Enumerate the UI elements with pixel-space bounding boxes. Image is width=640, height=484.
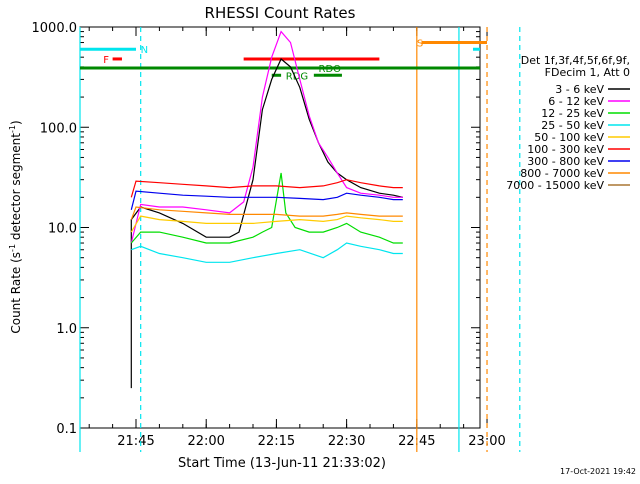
legend-label: 7000 - 15000 keV <box>506 179 604 192</box>
legend-label: 50 - 100 keV <box>534 131 604 144</box>
y-axis-label-part: ) <box>9 120 23 125</box>
flag-label: RDO <box>319 64 342 75</box>
y-axis-label-sup: -1 <box>8 244 17 252</box>
flag-label: RDG <box>286 71 308 82</box>
series-line <box>130 172 403 244</box>
timestamp: 17-Oct-2021 19:42 <box>560 467 636 476</box>
y-axis-label-part: detector segment <box>9 133 23 244</box>
y-tick-label: 0.1 <box>56 422 77 437</box>
x-tick-label: 22:15 <box>258 434 295 449</box>
legend-label: 6 - 12 keV <box>548 95 604 108</box>
series-line <box>130 179 403 198</box>
series-line <box>130 190 403 210</box>
series-line <box>130 215 403 233</box>
legend-label: 300 - 800 keV <box>527 155 604 168</box>
legend-label: 3 - 6 keV <box>555 83 604 96</box>
x-axis-label: Start Time (13-Jun-11 21:33:02) <box>178 456 386 471</box>
y-tick-label: 100.0 <box>40 121 77 136</box>
y-axis-label-part: Count Rate (s <box>9 252 23 334</box>
y-tick-label: 1000.0 <box>32 21 78 36</box>
legend-header-line: FDecim 1, Att 0 <box>545 66 630 79</box>
flag-label: F <box>103 55 109 66</box>
legend-label: 800 - 7000 keV <box>520 167 604 180</box>
legend-header-line: Det 1f,3f,4f,5f,6f,9f, <box>521 54 630 67</box>
legend-header: Det 1f,3f,4f,5f,6f,9f,FDecim 1, Att 0 <box>521 54 630 79</box>
legend-label: 12 - 25 keV <box>541 107 604 120</box>
x-tick-label: 22:00 <box>187 434 224 449</box>
series-line <box>130 30 403 244</box>
y-axis-label: Count Rate (s-1 detector segment-1) <box>8 120 23 333</box>
y-tick-label: 1.0 <box>56 322 77 337</box>
y-tick-label: 10.0 <box>48 222 77 237</box>
flag-label: N <box>141 45 148 56</box>
series-line <box>131 242 403 263</box>
plot-frame <box>79 26 481 429</box>
y-axis-label-sup: -1 <box>8 125 17 133</box>
flag-label: S <box>417 39 423 50</box>
legend-label: 100 - 300 keV <box>527 143 604 156</box>
x-tick-label: 22:30 <box>328 434 365 449</box>
legend-label: 25 - 50 keV <box>541 119 604 132</box>
series-line <box>130 206 403 220</box>
chart-title: RHESSI Count Rates <box>205 4 356 22</box>
series-line <box>130 58 403 389</box>
x-tick-label: 21:45 <box>117 434 154 449</box>
